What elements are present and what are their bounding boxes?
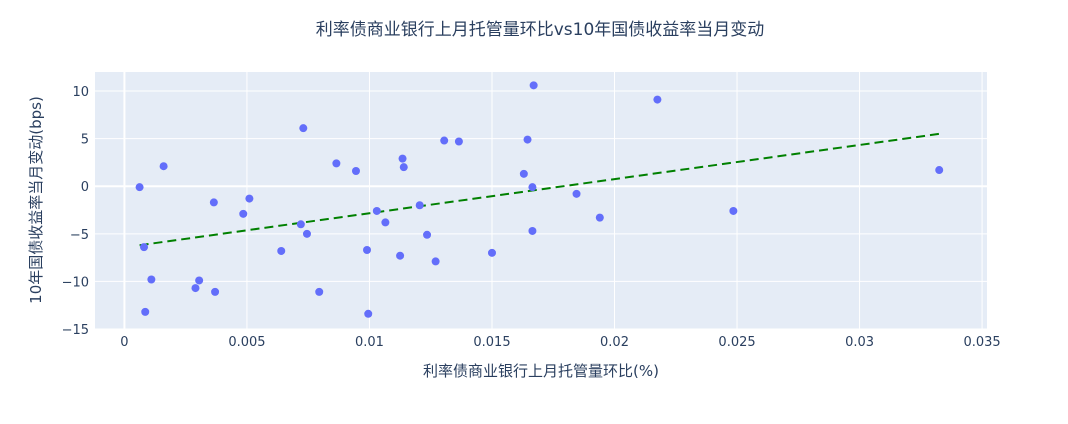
data-point[interactable] — [209, 198, 218, 207]
data-point[interactable] — [398, 154, 407, 163]
data-point[interactable] — [381, 218, 390, 227]
data-point[interactable] — [396, 251, 405, 260]
data-point[interactable] — [454, 137, 463, 146]
data-point[interactable] — [296, 220, 305, 229]
data-point[interactable] — [302, 229, 311, 238]
data-point[interactable] — [372, 206, 381, 215]
data-point[interactable] — [141, 307, 150, 316]
x-tick-label: 0.02 — [600, 335, 629, 350]
y-tick-label: −10 — [62, 275, 89, 290]
data-point[interactable] — [191, 284, 200, 293]
data-point[interactable] — [363, 245, 372, 254]
data-point[interactable] — [195, 276, 204, 285]
x-tick-label: 0.035 — [963, 335, 1000, 350]
data-point[interactable] — [299, 124, 308, 133]
data-point[interactable] — [935, 166, 944, 175]
data-point[interactable] — [277, 246, 286, 255]
y-axis-title: 10年国债收益率当月变动(bps) — [27, 96, 45, 304]
data-point[interactable] — [440, 136, 449, 145]
data-point[interactable] — [159, 162, 168, 171]
x-axis: 0 0.005 0.01 0.015 0.02 0.025 0.03 0.035 — [120, 335, 1000, 350]
data-points — [135, 81, 944, 318]
chart-title: 利率债商业银行上月托管量环比vs10年国债收益率当月变动 — [316, 20, 765, 40]
grid-lines — [95, 72, 987, 330]
data-point[interactable] — [595, 213, 604, 222]
x-tick-label: 0.03 — [845, 335, 874, 350]
data-point[interactable] — [315, 287, 324, 296]
data-point[interactable] — [245, 194, 254, 203]
data-point[interactable] — [729, 206, 738, 215]
x-tick-label: 0.015 — [473, 335, 510, 350]
data-point[interactable] — [528, 183, 537, 192]
data-point[interactable] — [423, 230, 432, 239]
y-tick-label: −15 — [62, 323, 89, 338]
data-point[interactable] — [519, 169, 528, 178]
y-tick-label: −5 — [70, 228, 89, 243]
data-point[interactable] — [523, 135, 532, 144]
data-point[interactable] — [332, 159, 341, 168]
data-point[interactable] — [572, 189, 581, 198]
data-point[interactable] — [431, 257, 440, 266]
data-point[interactable] — [487, 248, 496, 257]
trend-line — [139, 132, 940, 247]
data-point[interactable] — [140, 243, 149, 252]
data-point[interactable] — [239, 209, 248, 218]
x-tick-label: 0.005 — [228, 335, 265, 350]
y-tick-label: 0 — [81, 180, 89, 195]
data-point[interactable] — [528, 226, 537, 235]
data-point[interactable] — [415, 201, 424, 210]
y-tick-label: 5 — [81, 133, 89, 148]
data-point[interactable] — [211, 287, 220, 296]
x-tick-label: 0.01 — [355, 335, 384, 350]
data-point[interactable] — [135, 183, 144, 192]
data-point[interactable] — [364, 309, 373, 318]
data-point[interactable] — [351, 166, 360, 175]
data-point[interactable] — [529, 81, 538, 90]
plot-area — [95, 72, 987, 329]
data-point[interactable] — [653, 95, 662, 104]
data-point[interactable] — [399, 163, 408, 172]
data-point[interactable] — [147, 275, 156, 284]
x-tick-label: 0.025 — [718, 335, 755, 350]
y-axis: −15 −10 −5 0 5 10 — [62, 85, 89, 338]
y-tick-label: 10 — [72, 85, 89, 100]
x-tick-label: 0 — [120, 335, 128, 350]
x-axis-title: 利率债商业银行上月托管量环比(%) — [423, 362, 659, 380]
